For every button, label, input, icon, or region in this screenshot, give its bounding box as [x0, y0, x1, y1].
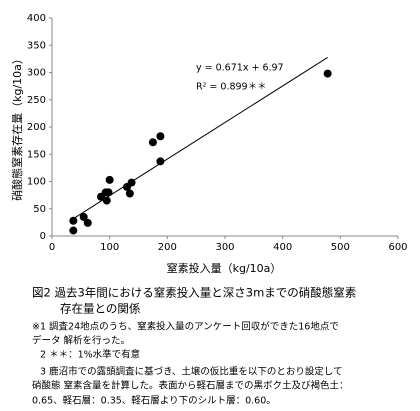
- y-axis-label: 硝酸態窒素存在量（kg/10a）: [10, 53, 24, 201]
- note: ※1 調査24地点のうち、窒素投入量のアンケート回収ができた16地点で: [32, 321, 339, 333]
- point: [104, 188, 113, 197]
- note: 0.65、軽石層：0.35、軽石層より下のシルト層：0.60。: [32, 396, 276, 407]
- note: 2 ＊＊：1%水準で有意: [40, 349, 140, 361]
- point: [102, 196, 111, 205]
- point: [148, 138, 157, 147]
- point: [156, 132, 165, 141]
- y-tick-label: 350: [27, 40, 46, 51]
- x-tick-label: 300: [215, 242, 234, 253]
- y-tick-label: 250: [27, 95, 46, 106]
- point: [125, 189, 134, 198]
- x-tick-label: 200: [158, 242, 177, 253]
- point: [105, 175, 114, 184]
- point: [83, 218, 92, 227]
- x-tick-label: 400: [273, 242, 292, 253]
- x-tick-label: 100: [100, 242, 119, 253]
- r-squared: R² = 0.899＊＊: [196, 82, 267, 93]
- note: 3 鹿沼市での露頭調査に基づき、土壌の仮比重を以下のとおり設定して: [40, 366, 343, 378]
- x-tick-label: 500: [331, 242, 350, 253]
- point: [323, 69, 332, 78]
- x-tick-label: 600: [388, 242, 407, 253]
- trendline: [73, 56, 328, 220]
- y-tick-label: 0: [40, 231, 46, 242]
- point: [69, 226, 78, 235]
- caption-title: 存在量との関係: [60, 302, 140, 316]
- x-axis-label: 窒素投入量（kg/10a）: [167, 261, 282, 275]
- y-tick-label: 150: [27, 149, 46, 160]
- x-tick-label: 0: [49, 242, 55, 253]
- point: [156, 157, 165, 166]
- y-tick-label: 400: [27, 13, 46, 24]
- y-tick-label: 200: [27, 122, 46, 133]
- y-tick-label: 300: [27, 68, 46, 79]
- y-tick-label: 50: [33, 204, 46, 215]
- point: [79, 212, 88, 221]
- note: 硝酸態 窒素含量を計算した。表面から軽石層までの黒ボク土及び褐色土：: [32, 380, 349, 392]
- caption-title: 図2 過去3年間における窒素投入量と深さ3mまでの硝酸態窒素: [32, 286, 356, 300]
- note: データ 解析を行った。: [32, 335, 130, 347]
- point: [69, 216, 78, 225]
- y-tick-label: 100: [27, 177, 46, 188]
- equation: y = 0.671x + 6.97: [196, 63, 284, 74]
- point: [127, 178, 136, 187]
